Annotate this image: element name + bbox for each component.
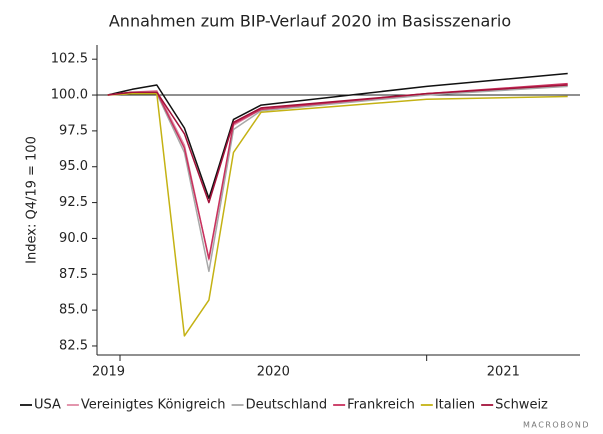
x-tick-label: 2021 (487, 365, 520, 380)
legend-label: Italien (435, 398, 475, 413)
legend-label: Vereinigtes Königreich (81, 398, 226, 413)
y-tick-label: 100.0 (51, 88, 88, 103)
y-axis-label: Index: Q4/19 = 100 (25, 136, 40, 264)
series-line (107, 82, 568, 260)
y-tick-label: 95.0 (59, 159, 88, 174)
y-tick-label: 90.0 (59, 231, 88, 246)
y-tick-label: 102.5 (51, 52, 88, 67)
series-line (107, 72, 568, 200)
legend-label: Frankreich (347, 398, 415, 413)
y-tick-label: 92.5 (59, 195, 88, 210)
legend-label: Schweiz (495, 398, 548, 413)
y-tick-label: 97.5 (59, 123, 88, 138)
series-line (107, 92, 568, 337)
series-line (107, 84, 568, 204)
x-tick-label: 2020 (257, 365, 290, 380)
series-line (107, 84, 568, 261)
x-tick-label: 2019 (92, 365, 125, 380)
y-tick-label: 85.0 (59, 303, 88, 318)
chart-title: Annahmen zum BIP-Verlauf 2020 im Basissz… (109, 12, 511, 31)
legend-label: USA (34, 398, 61, 413)
legend-label: Deutschland (246, 398, 328, 413)
y-tick-label: 87.5 (59, 267, 88, 282)
source-brand: MACROBOND (523, 421, 590, 430)
series-line (107, 85, 568, 273)
y-tick-label: 82.5 (59, 338, 88, 353)
